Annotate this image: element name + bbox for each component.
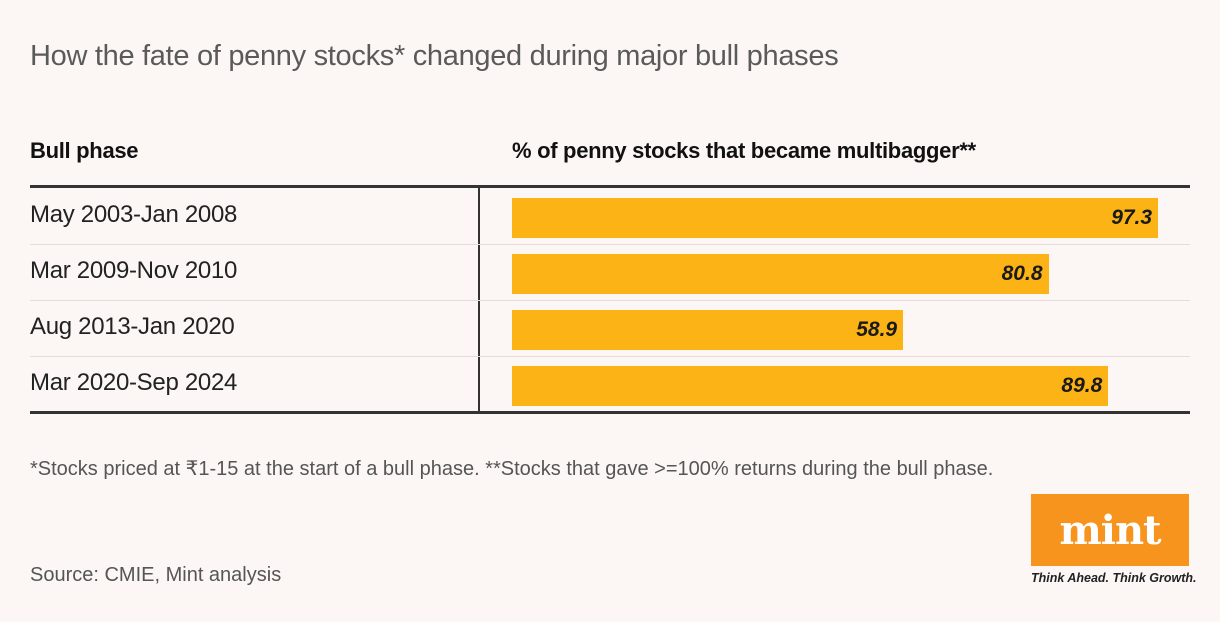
logo-tagline: Think Ahead. Think Growth. xyxy=(1031,571,1197,585)
bar xyxy=(512,198,1159,238)
bull-phase-label: Aug 2013-Jan 2020 xyxy=(30,313,235,340)
bar-value-label: 97.3 xyxy=(1111,206,1153,229)
row-separator xyxy=(30,244,1190,245)
column-header-percentage: % of penny stocks that became multibagge… xyxy=(512,138,976,163)
bull-phase-label: Mar 2020-Sep 2024 xyxy=(30,369,238,396)
table-top-rule xyxy=(30,185,1190,188)
bar-value-label: 80.8 xyxy=(1001,262,1043,285)
bar xyxy=(512,254,1049,294)
column-header-phase: Bull phase xyxy=(30,138,139,163)
footnote: *Stocks priced at ₹1-15 at the start of … xyxy=(30,458,994,480)
bull-phase-label: May 2003-Jan 2008 xyxy=(30,201,238,228)
bar-value-label: 58.9 xyxy=(856,318,898,341)
chart-title: How the fate of penny stocks* changed du… xyxy=(30,40,839,72)
bull-phase-label: Mar 2009-Nov 2010 xyxy=(30,257,238,284)
logo-wordmark: mint xyxy=(1059,506,1161,554)
bar xyxy=(512,366,1109,406)
row-separator xyxy=(30,300,1190,301)
column-divider xyxy=(478,188,480,411)
bar xyxy=(512,310,904,350)
table-bottom-rule xyxy=(30,411,1190,414)
row-separator xyxy=(30,356,1190,357)
bar-value-label: 89.8 xyxy=(1061,374,1103,397)
mint-logo: mint xyxy=(1031,494,1189,566)
source-note: Source: CMIE, Mint analysis xyxy=(30,564,282,586)
